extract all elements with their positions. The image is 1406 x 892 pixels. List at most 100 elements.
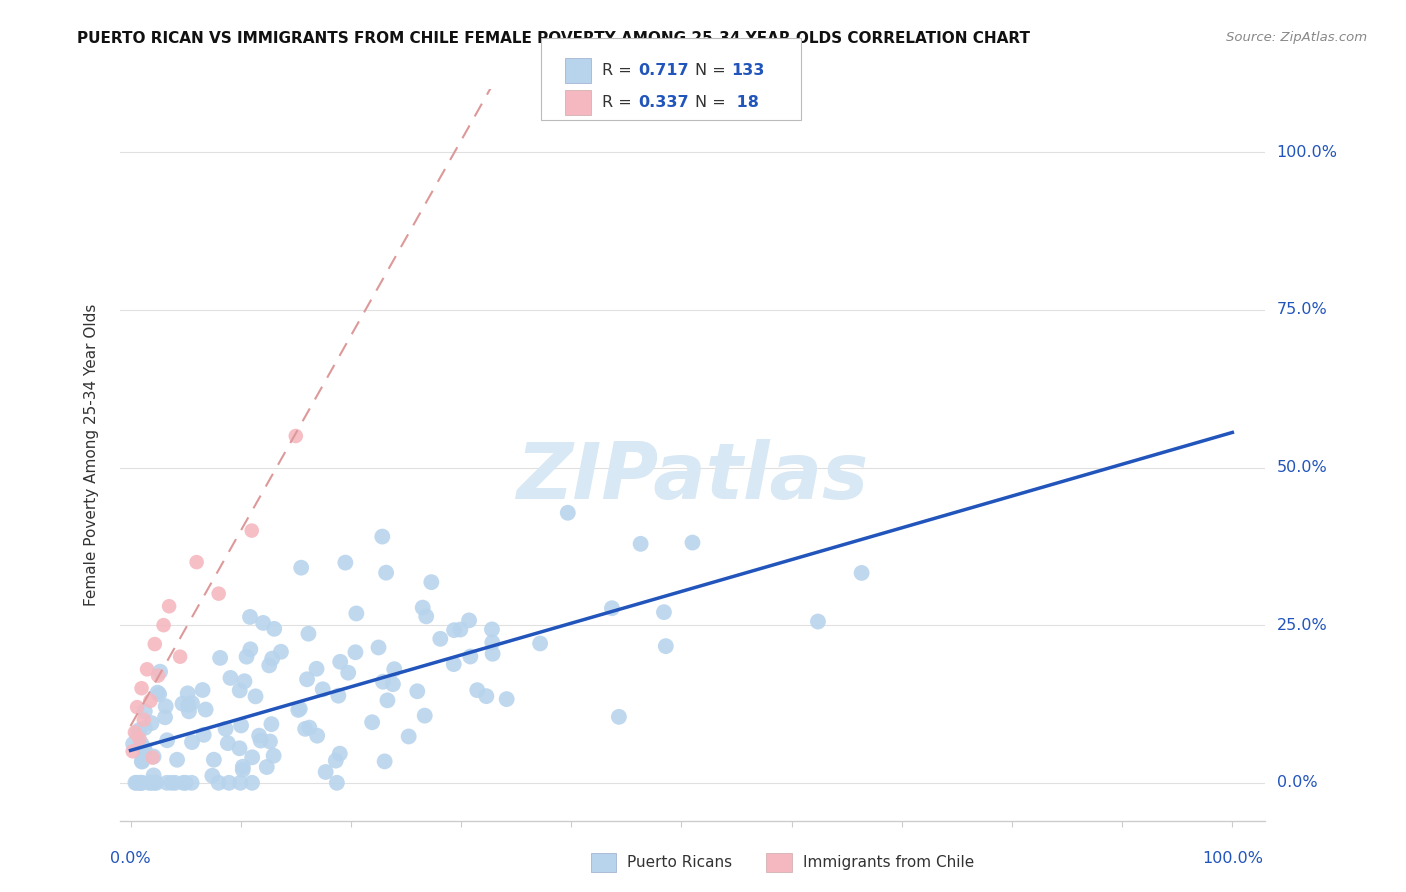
Point: [239, 610, 262, 624]
Point: [229, 776, 252, 790]
Point: [481, 647, 503, 661]
Point: [202, 753, 225, 767]
Point: [288, 702, 311, 716]
Point: [600, 601, 623, 615]
Point: [153, 710, 176, 724]
Point: [326, 776, 349, 790]
Point: [141, 776, 163, 790]
Point: [443, 657, 465, 672]
Point: [367, 640, 389, 655]
Point: [194, 702, 217, 716]
Point: [398, 730, 420, 744]
Point: [297, 626, 319, 640]
Point: [415, 609, 437, 624]
Text: 100.0%: 100.0%: [1277, 145, 1337, 160]
Point: [131, 737, 153, 751]
Point: [449, 623, 471, 637]
Point: [180, 776, 202, 790]
Point: [256, 760, 278, 774]
Point: [232, 760, 254, 774]
Point: [382, 662, 405, 676]
Point: [607, 710, 630, 724]
Point: [381, 677, 404, 691]
Point: [186, 555, 208, 569]
Point: [208, 587, 231, 601]
Text: R =: R =: [602, 63, 637, 78]
Point: [229, 683, 252, 698]
Point: [495, 692, 517, 706]
Text: 25.0%: 25.0%: [1277, 617, 1327, 632]
Point: [361, 715, 384, 730]
Point: [191, 683, 214, 698]
Point: [335, 556, 357, 570]
Point: [128, 731, 150, 746]
Text: R =: R =: [602, 95, 637, 111]
Point: [128, 723, 150, 737]
Point: [260, 717, 283, 731]
Point: [124, 725, 146, 739]
Point: [481, 635, 503, 649]
Point: [257, 658, 280, 673]
Point: [406, 684, 429, 698]
Point: [315, 764, 337, 779]
Point: [177, 698, 200, 712]
Point: [214, 722, 236, 736]
Text: 18: 18: [731, 95, 759, 111]
Point: [851, 566, 873, 580]
Point: [375, 566, 398, 580]
Text: 75.0%: 75.0%: [1277, 302, 1327, 318]
Point: [374, 755, 396, 769]
Point: [125, 776, 148, 790]
Point: [142, 749, 165, 764]
Point: [148, 687, 170, 701]
Point: [132, 713, 155, 727]
Point: [371, 674, 394, 689]
Point: [312, 682, 335, 697]
Point: [129, 776, 152, 790]
Point: [413, 708, 436, 723]
Point: [259, 734, 281, 748]
Point: [146, 685, 169, 699]
Point: [412, 600, 434, 615]
Point: [232, 763, 254, 777]
Point: [138, 776, 160, 790]
Point: [630, 537, 652, 551]
Text: 0.717: 0.717: [638, 63, 689, 78]
Point: [235, 649, 257, 664]
Point: [262, 651, 284, 665]
Point: [127, 700, 149, 714]
Point: [458, 613, 481, 627]
Point: [193, 728, 215, 742]
Point: [181, 735, 204, 749]
Point: [136, 662, 159, 676]
Point: [165, 776, 187, 790]
Point: [252, 615, 274, 630]
Point: [682, 535, 704, 549]
Point: [557, 506, 579, 520]
Point: [131, 755, 153, 769]
Text: 100.0%: 100.0%: [1202, 851, 1263, 866]
Text: 0.0%: 0.0%: [110, 851, 150, 866]
Point: [229, 718, 252, 732]
Point: [134, 704, 156, 718]
Point: [141, 716, 163, 731]
Point: [172, 697, 194, 711]
Point: [420, 575, 443, 590]
Text: N =: N =: [695, 63, 731, 78]
Point: [174, 776, 197, 790]
Point: [344, 607, 367, 621]
Point: [270, 645, 292, 659]
Text: N =: N =: [695, 95, 731, 111]
Point: [176, 686, 198, 700]
Y-axis label: Female Poverty Among 25-34 Year Olds: Female Poverty Among 25-34 Year Olds: [84, 304, 98, 606]
Point: [177, 704, 200, 718]
Point: [443, 623, 465, 637]
Point: [131, 681, 153, 696]
Point: [329, 655, 352, 669]
Point: [127, 726, 149, 740]
Point: [124, 776, 146, 790]
Text: Source: ZipAtlas.com: Source: ZipAtlas.com: [1226, 31, 1367, 45]
Point: [344, 645, 367, 659]
Point: [290, 560, 312, 574]
Point: [287, 703, 309, 717]
